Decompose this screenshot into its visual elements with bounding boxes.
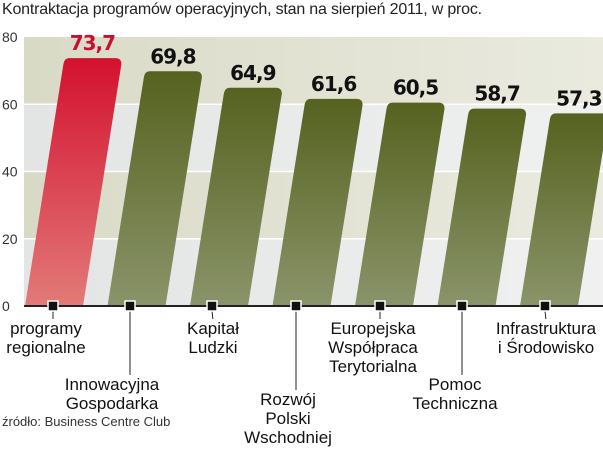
bar xyxy=(520,113,603,306)
category-label-line: Kapitał xyxy=(187,319,239,338)
data-label: 60,5 xyxy=(393,76,438,100)
bar xyxy=(437,108,527,306)
category-label-line: Ludzki xyxy=(188,338,237,357)
category-label-line: regionalne xyxy=(6,338,85,357)
category-label-line: Polski xyxy=(265,409,310,428)
category-label: Europejska Współpraca Terytorialna xyxy=(328,319,418,376)
bars: 73,7 69,8 64,9 61,6 60,5 58,7 57,3 xyxy=(25,31,603,307)
category-label: Innowacyjna Gospodarka xyxy=(65,375,160,413)
tick-marker xyxy=(124,300,136,312)
tick-marker xyxy=(47,300,59,312)
category-label-line: Techniczna xyxy=(412,394,498,413)
chart-title: Kontraktacja programów operacyjnych, sta… xyxy=(2,1,482,18)
data-label: 57,3 xyxy=(556,86,601,110)
category-label-line: Rozwój xyxy=(260,390,316,409)
y-tick-label: 0 xyxy=(2,298,10,314)
category-label-line: Terytorialna xyxy=(329,357,417,376)
category-label-line: programy xyxy=(10,319,82,338)
bar xyxy=(190,87,282,307)
bar xyxy=(355,102,445,306)
x-axis: programy regionalne Innowacyjna Gospodarka K… xyxy=(6,300,603,447)
category-label: Kapitał Ludzki xyxy=(187,319,239,357)
data-label: 69,8 xyxy=(150,44,195,68)
category-label-line: Innowacyjna xyxy=(65,375,160,394)
y-tick-label: 60 xyxy=(2,96,18,112)
y-axis: 0 20 40 60 80 xyxy=(2,29,18,314)
category-label-line: Pomoc xyxy=(429,375,482,394)
category-label-line: Gospodarka xyxy=(66,394,159,413)
category-label-line: Współpraca xyxy=(328,338,418,357)
leader-line xyxy=(544,310,547,320)
y-tick-label: 80 xyxy=(2,29,18,45)
bar xyxy=(272,98,363,307)
data-label: 73,7 xyxy=(70,31,115,55)
y-tick-label: 20 xyxy=(2,231,18,247)
tick-marker xyxy=(374,300,386,312)
data-label: 58,7 xyxy=(474,82,519,106)
tick-marker xyxy=(539,300,551,312)
bar xyxy=(107,71,202,306)
y-tick-label: 40 xyxy=(2,164,18,180)
source-note: źródło: Business Centre Club xyxy=(2,414,171,429)
leader-line xyxy=(211,310,214,320)
category-label-line: i Środowisko xyxy=(498,338,594,357)
category-label: programy regionalne xyxy=(6,319,85,357)
tick-marker xyxy=(290,300,302,312)
category-label-line: Europejska xyxy=(330,319,416,338)
category-label-line: Wschodniej xyxy=(244,428,332,447)
category-label: Pomoc Techniczna xyxy=(412,375,498,413)
tick-marker xyxy=(456,300,468,312)
tick-marker xyxy=(206,300,218,312)
category-label-line: Infrastruktura xyxy=(496,319,597,338)
category-label: Rozwój Polski Wschodniej xyxy=(244,390,332,447)
data-label: 64,9 xyxy=(230,61,275,85)
bar xyxy=(25,58,122,307)
data-label: 61,6 xyxy=(311,72,356,96)
category-label: Infrastruktura i Środowisko xyxy=(496,319,597,357)
